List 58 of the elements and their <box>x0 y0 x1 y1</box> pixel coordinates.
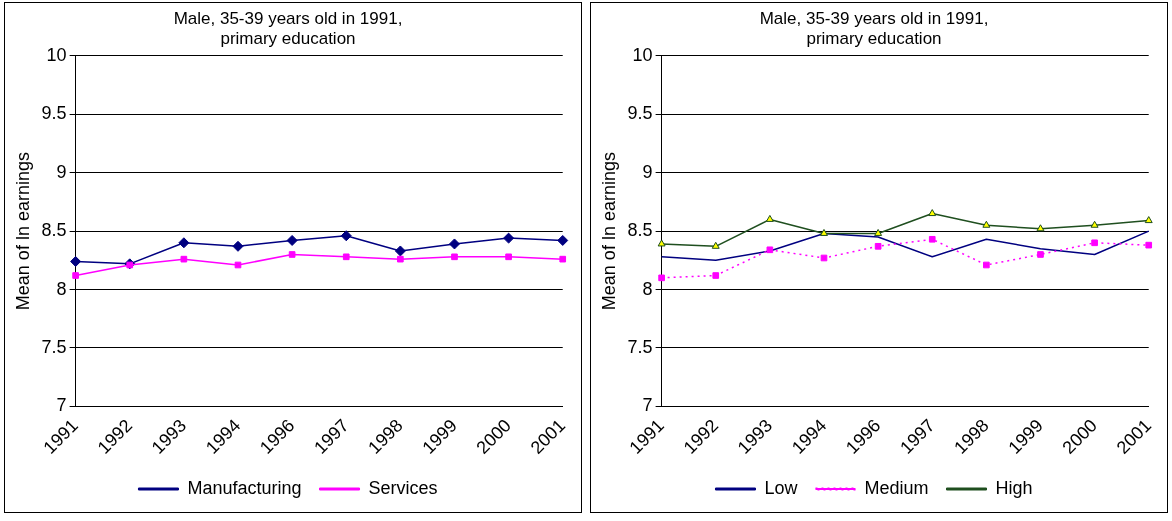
point <box>505 253 512 261</box>
point <box>982 220 991 228</box>
y-tick-label: 7 <box>56 395 67 416</box>
point <box>711 241 720 249</box>
chart-title: Male, 35-39 years old in 1991, primary education <box>759 8 989 49</box>
point <box>559 255 567 263</box>
legend-label: Services <box>368 477 438 498</box>
point <box>340 230 352 242</box>
point <box>712 272 720 279</box>
y-tick-label: 8.5 <box>41 220 67 241</box>
point <box>766 246 774 254</box>
point <box>286 234 298 246</box>
point <box>820 228 828 236</box>
point <box>394 245 406 257</box>
point <box>70 255 82 267</box>
y-tick-label: 9.5 <box>627 103 653 124</box>
point <box>765 214 774 222</box>
point <box>1145 241 1153 249</box>
point <box>288 251 296 258</box>
point <box>342 253 350 261</box>
y-tick-label: 10 <box>632 44 653 65</box>
point <box>983 261 990 269</box>
point <box>874 228 883 236</box>
y-tick-label: 9.5 <box>41 103 67 124</box>
point <box>448 238 460 250</box>
y-tick-label: 9 <box>642 161 653 182</box>
y-tick-label: 8.5 <box>627 220 653 241</box>
point <box>658 274 665 282</box>
point <box>72 272 79 279</box>
point <box>232 240 244 252</box>
point <box>451 253 458 261</box>
y-tick-label: 7.5 <box>627 336 653 357</box>
y-tick-label: 10 <box>46 44 67 65</box>
y-axis-title: Mean of ln earnings <box>598 152 619 311</box>
legend-label: Manufacturing <box>187 477 302 498</box>
legend-label: High <box>995 477 1033 498</box>
point <box>928 235 936 243</box>
point <box>928 209 937 217</box>
legend-label: Medium <box>864 477 929 498</box>
point <box>178 237 190 249</box>
y-tick-label: 7 <box>642 395 653 416</box>
y-tick-label: 9 <box>56 161 67 182</box>
point <box>1090 220 1099 228</box>
point <box>557 234 569 246</box>
y-axis-title: Mean of ln earnings <box>12 152 33 311</box>
point <box>1036 224 1045 232</box>
chart-title: Male, 35-39 years old in 1991, primary education <box>173 8 403 49</box>
point <box>1144 216 1153 224</box>
point <box>397 255 404 263</box>
legend-label: Low <box>764 477 799 498</box>
point <box>1037 251 1044 258</box>
y-tick-label: 7.5 <box>41 336 67 357</box>
point <box>1091 239 1098 247</box>
y-tick-label: 8 <box>56 278 67 299</box>
y-tick-label: 8 <box>642 278 653 299</box>
point <box>503 232 515 244</box>
point <box>180 255 188 263</box>
point <box>874 242 882 250</box>
